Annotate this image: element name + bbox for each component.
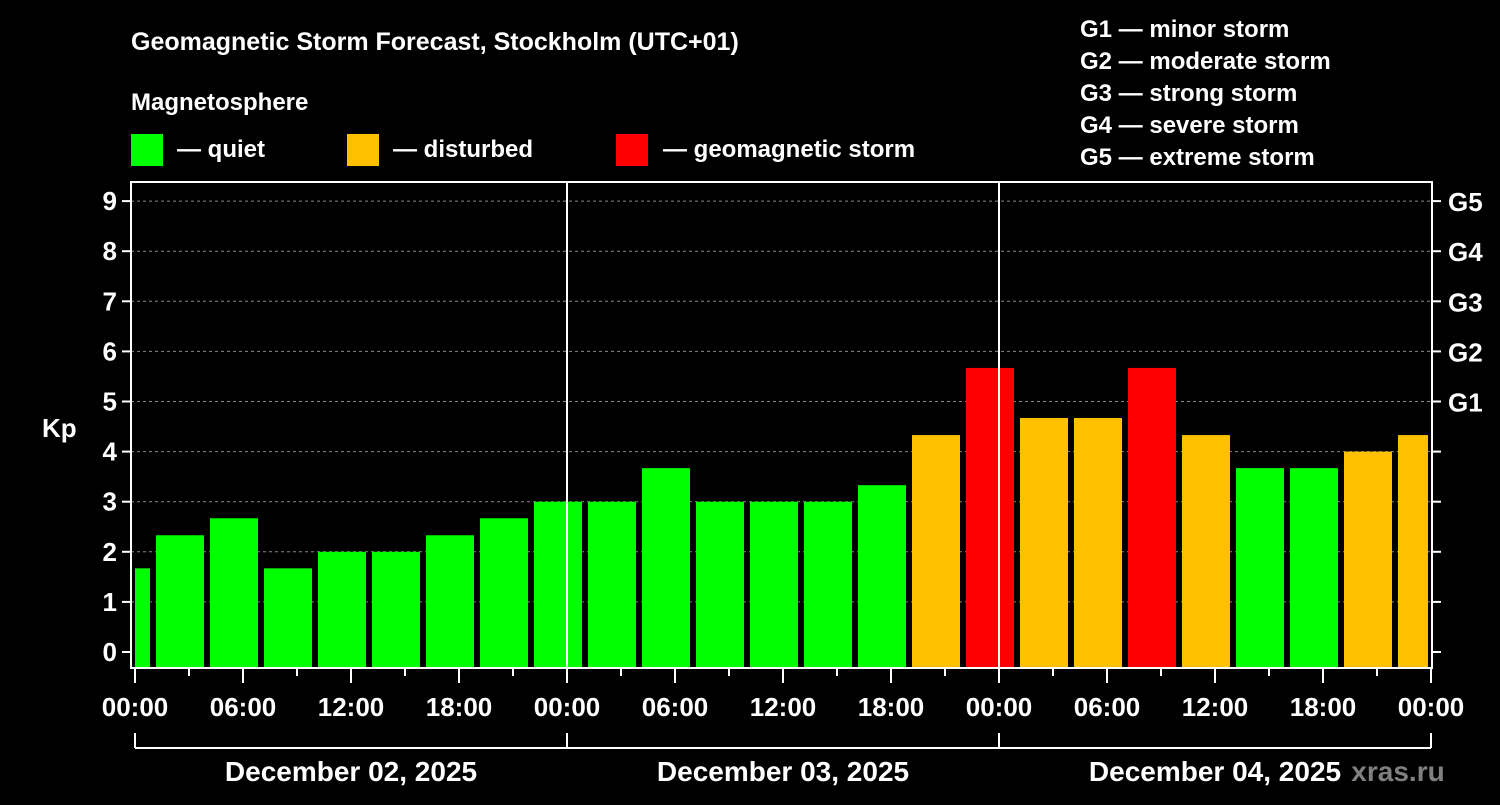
bar-quiet <box>804 501 852 668</box>
bar-disturbed <box>1182 435 1230 668</box>
bar-disturbed <box>912 435 960 668</box>
bar-quiet <box>534 501 582 668</box>
bar-quiet <box>372 551 420 668</box>
legend-swatch-quiet <box>131 134 163 166</box>
bar-quiet <box>426 535 474 668</box>
legend-swatch-storm <box>616 134 648 166</box>
storm-level-label: G1 <box>1448 388 1483 418</box>
storm-scale-legend: G1 — minor storm G2 — moderate storm G3 … <box>1080 16 1331 171</box>
x-tick-label: 00:00 <box>966 692 1033 722</box>
bar-disturbed <box>1020 418 1068 668</box>
bar-quiet <box>1236 468 1284 668</box>
legend-label-disturbed: — disturbed <box>393 136 533 163</box>
x-tick-label: 12:00 <box>750 692 817 722</box>
bar-quiet <box>750 501 798 668</box>
storm-level-label: G5 <box>1448 187 1483 217</box>
storm-scale-g1: G1 — minor storm <box>1080 16 1289 43</box>
date-label-1: December 02, 2025 <box>225 756 477 787</box>
y-tick-label: 7 <box>103 286 117 316</box>
bar-quiet <box>642 468 690 668</box>
legend-label-quiet: — quiet <box>177 136 265 163</box>
bar-storm <box>966 367 1014 668</box>
x-tick-label: 06:00 <box>1074 692 1141 722</box>
bar-quiet <box>480 518 528 668</box>
y-tick-label: 3 <box>103 487 117 517</box>
x-tick-label: 18:00 <box>426 692 493 722</box>
date-label-2: December 03, 2025 <box>657 756 909 787</box>
storm-level-label: G4 <box>1448 237 1483 267</box>
y-tick-label: 1 <box>103 587 117 617</box>
bar-quiet <box>1290 468 1338 668</box>
y-tick-label: 2 <box>103 537 117 567</box>
plot-frame <box>130 181 1433 669</box>
x-tick-label: 18:00 <box>1290 692 1357 722</box>
legend-title: Magnetosphere <box>131 89 308 116</box>
x-tick-label: 18:00 <box>858 692 925 722</box>
y-tick-label: 5 <box>103 387 117 417</box>
storm-scale-g5: G5 — extreme storm <box>1080 144 1315 171</box>
bar-quiet <box>156 535 204 668</box>
chart-title: Geomagnetic Storm Forecast, Stockholm (U… <box>131 28 739 56</box>
y-tick-label: 6 <box>103 336 117 366</box>
watermark: xras.ru <box>1351 756 1444 787</box>
storm-level-label: G2 <box>1448 337 1483 367</box>
bar-disturbed <box>1398 435 1428 668</box>
y-tick-label: 9 <box>103 186 117 216</box>
y-axis-label: Kp <box>42 413 77 443</box>
storm-scale-g4: G4 — severe storm <box>1080 112 1299 139</box>
bar-quiet <box>696 501 744 668</box>
x-tick-label: 00:00 <box>1398 692 1465 722</box>
bar-disturbed <box>1344 451 1392 668</box>
x-tick-label: 12:00 <box>1182 692 1249 722</box>
storm-level-label: G3 <box>1448 287 1483 317</box>
bar-quiet <box>318 551 366 668</box>
bar-quiet <box>135 568 150 668</box>
bar-quiet <box>264 568 312 668</box>
y-tick-label: 0 <box>103 637 117 667</box>
bar-quiet <box>588 501 636 668</box>
bar-storm <box>1128 367 1176 668</box>
storm-scale-g3: G3 — strong storm <box>1080 80 1297 107</box>
x-tick-label: 06:00 <box>210 692 277 722</box>
legend-label-storm: — geomagnetic storm <box>663 136 915 163</box>
y-tick-label: 8 <box>103 236 117 266</box>
date-label-3: December 04, 2025 <box>1089 756 1341 787</box>
bar-quiet <box>210 518 258 668</box>
bar-disturbed <box>1074 418 1122 668</box>
bar-quiet <box>858 485 906 668</box>
x-tick-label: 06:00 <box>642 692 709 722</box>
x-tick-label: 00:00 <box>534 692 601 722</box>
y-tick-label: 4 <box>103 437 118 467</box>
x-tick-label: 00:00 <box>102 692 169 722</box>
x-tick-label: 12:00 <box>318 692 385 722</box>
storm-scale-g2: G2 — moderate storm <box>1080 48 1331 75</box>
legend-swatch-disturbed <box>347 134 379 166</box>
